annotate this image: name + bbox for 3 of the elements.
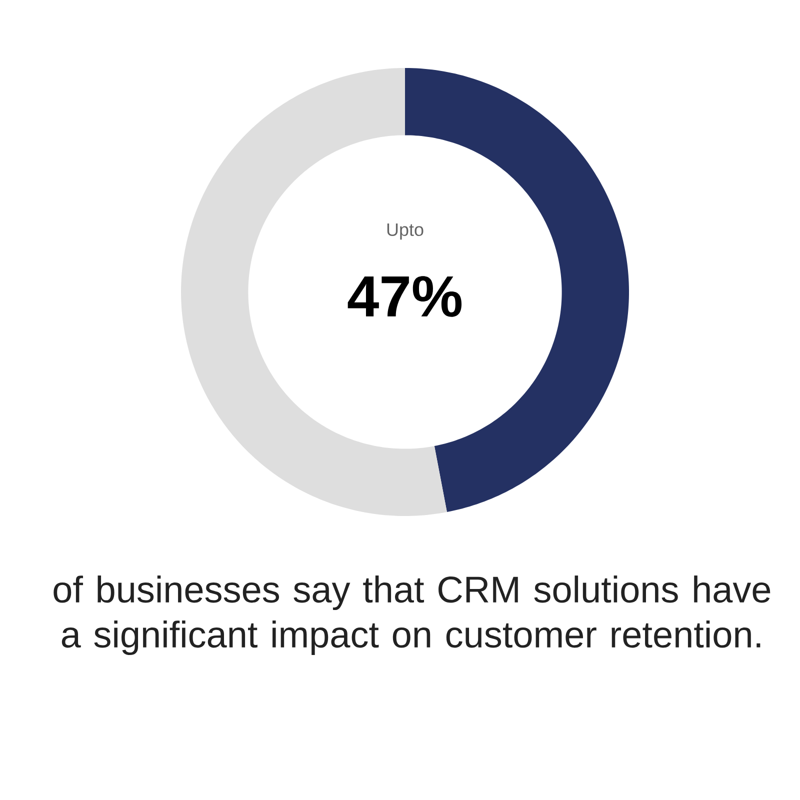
text: of businesses say that CRM solutions have a significant impact on customer retention.: [54, 576, 770, 656]
text: Upto: [387, 223, 424, 240]
text: 47%: [348, 276, 462, 317]
